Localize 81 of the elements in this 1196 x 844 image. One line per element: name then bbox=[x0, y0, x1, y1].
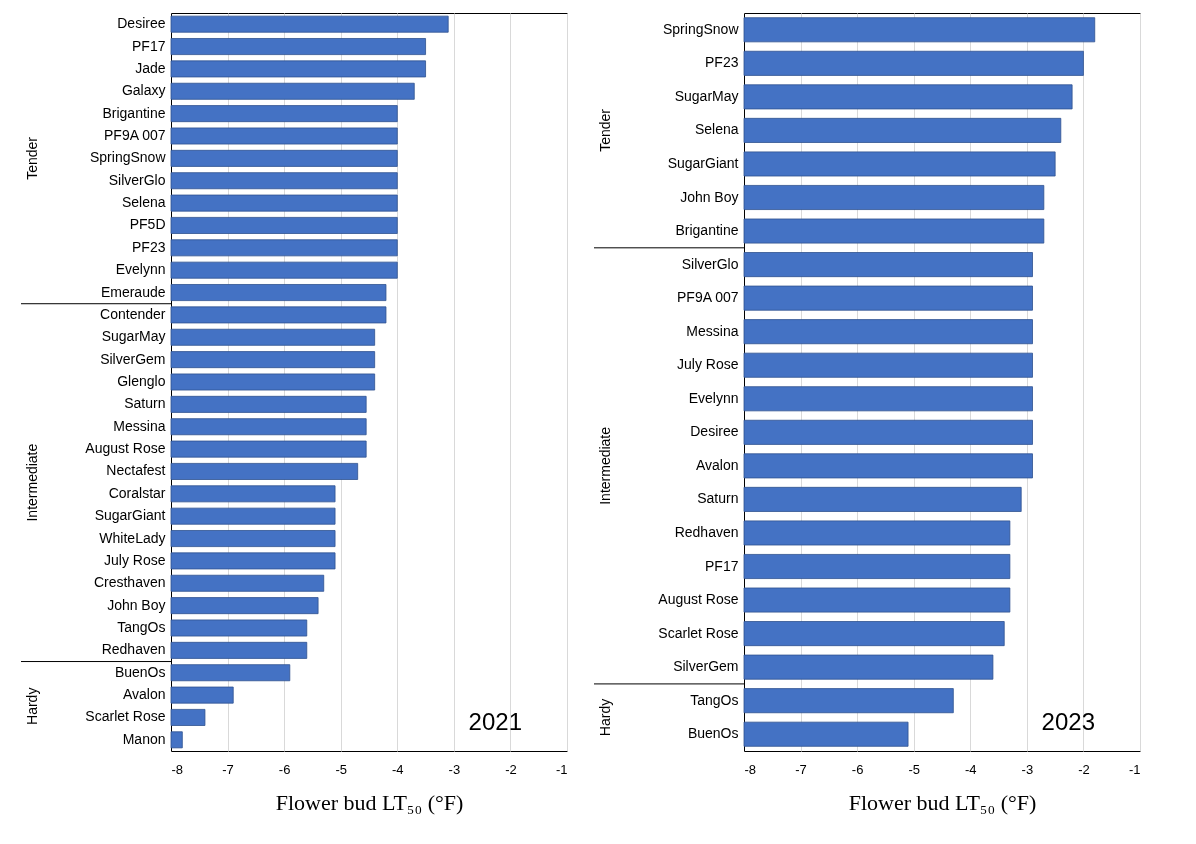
x-tick-label: -1 bbox=[1128, 761, 1141, 777]
y-tick-label: John Boy bbox=[680, 188, 739, 205]
y-tick-label: Selena bbox=[694, 121, 739, 138]
y-tick-label: Nectafest bbox=[106, 462, 166, 479]
text: Hardy bbox=[597, 698, 613, 737]
y-tick-label: Selena bbox=[121, 194, 166, 211]
y-tick-label: BuenOs bbox=[687, 725, 739, 742]
y-tick-label: Evelynn bbox=[688, 389, 739, 406]
y-tick-label: Messina bbox=[686, 322, 739, 339]
x-axis-title: Flower bud LT₅₀ (°F) bbox=[848, 789, 1037, 815]
y-tick-label: Emeraude bbox=[100, 283, 166, 300]
x-tick-label: -4 bbox=[392, 761, 404, 777]
y-tick-label: Brigantine bbox=[675, 222, 739, 239]
y-tick-label: SugarGiant bbox=[667, 154, 739, 171]
x-tick-label: -7 bbox=[795, 761, 807, 777]
y-tick-label: SpringSnow bbox=[90, 149, 167, 166]
y-tick-label: PF17 bbox=[705, 557, 739, 574]
y-tick-label: PF5D bbox=[129, 216, 166, 233]
y-tick-label: PF23 bbox=[132, 238, 166, 255]
y-tick-label: BuenOs bbox=[114, 663, 166, 680]
y-tick-label: PF23 bbox=[705, 54, 739, 71]
x-tick-label: -2 bbox=[505, 761, 517, 777]
y-tick-label: Coralstar bbox=[108, 484, 166, 501]
y-tick-label: Redhaven bbox=[101, 641, 166, 658]
x-tick-label: -8 bbox=[171, 761, 184, 777]
annotation: 2023 bbox=[1041, 708, 1095, 735]
x-tick-label: -3 bbox=[448, 761, 461, 777]
y-tick-label: Brigantine bbox=[102, 104, 166, 121]
text: Hardy bbox=[24, 687, 40, 725]
x-tick-label: -8 bbox=[744, 761, 757, 777]
y-tick-label: Desiree bbox=[117, 15, 166, 32]
y-tick-label: Redhaven bbox=[674, 523, 739, 540]
y-tick-label: Manon bbox=[122, 730, 166, 747]
y-tick-label: PF17 bbox=[132, 37, 166, 54]
x-tick-label: -6 bbox=[278, 761, 291, 777]
y-tick-label: August Rose bbox=[85, 440, 166, 457]
x-tick-label: -7 bbox=[222, 761, 234, 777]
x-axis-title: Flower bud LT₅₀ (°F) bbox=[275, 789, 464, 815]
y-tick-label: Avalon bbox=[695, 456, 739, 473]
text: Intermediate bbox=[24, 443, 40, 522]
x-tick-label: -5 bbox=[908, 761, 920, 777]
x-tick-label: -1 bbox=[555, 761, 568, 777]
y-tick-label: SilverGem bbox=[673, 658, 739, 675]
y-tick-label: PF9A 007 bbox=[677, 289, 739, 306]
annotation: 2021 bbox=[468, 708, 522, 735]
x-tick-label: -2 bbox=[1078, 761, 1090, 777]
y-tick-label: August Rose bbox=[658, 591, 739, 608]
y-tick-label: Jade bbox=[135, 59, 166, 76]
y-tick-label: SilverGlo bbox=[108, 171, 166, 188]
y-tick-label: Saturn bbox=[697, 490, 739, 507]
y-tick-label: Scarlet Rose bbox=[658, 624, 739, 641]
y-tick-label: Saturn bbox=[124, 395, 166, 412]
y-tick-label: Galaxy bbox=[121, 82, 166, 99]
y-tick-label: SugarMay bbox=[101, 328, 166, 345]
y-tick-label: Scarlet Rose bbox=[85, 708, 166, 725]
x-tick-label: -4 bbox=[965, 761, 977, 777]
y-tick-label: Desiree bbox=[690, 423, 739, 440]
x-tick-label: -3 bbox=[1021, 761, 1034, 777]
y-tick-label: PF9A 007 bbox=[104, 127, 166, 143]
y-tick-label: TangOs bbox=[117, 619, 166, 635]
text: Intermediate bbox=[597, 426, 613, 505]
y-tick-label: Glenglo bbox=[117, 373, 166, 389]
y-tick-label: SugarMay bbox=[674, 87, 739, 104]
y-tick-label: WhiteLady bbox=[99, 529, 166, 546]
y-tick-label: TangOs bbox=[690, 691, 739, 708]
y-tick-label: SilverGem bbox=[100, 350, 166, 367]
text: Tender bbox=[24, 136, 40, 180]
x-tick-label: -6 bbox=[851, 761, 864, 777]
y-tick-label: Contender bbox=[100, 305, 166, 322]
y-tick-label: John Boy bbox=[107, 596, 166, 613]
y-tick-label: SilverGlo bbox=[681, 255, 739, 272]
y-tick-label: Avalon bbox=[122, 686, 166, 703]
y-tick-label: Cresthaven bbox=[93, 574, 166, 591]
text: Tender bbox=[597, 108, 613, 152]
y-tick-label: Messina bbox=[113, 417, 166, 434]
y-tick-label: July Rose bbox=[677, 356, 739, 373]
y-tick-label: SugarGiant bbox=[94, 507, 166, 524]
y-tick-label: SpringSnow bbox=[663, 20, 740, 37]
y-tick-label: July Rose bbox=[104, 551, 166, 568]
y-tick-label: Evelynn bbox=[115, 261, 166, 278]
x-tick-label: -5 bbox=[335, 761, 347, 777]
